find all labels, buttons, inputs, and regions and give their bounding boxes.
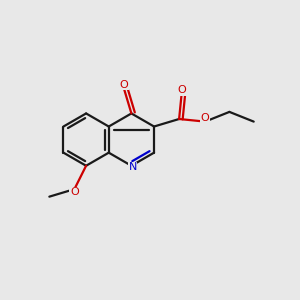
Text: O: O: [70, 187, 79, 197]
Text: O: O: [201, 113, 209, 123]
Text: O: O: [119, 80, 128, 89]
Text: N: N: [128, 162, 137, 172]
Text: O: O: [177, 85, 186, 95]
